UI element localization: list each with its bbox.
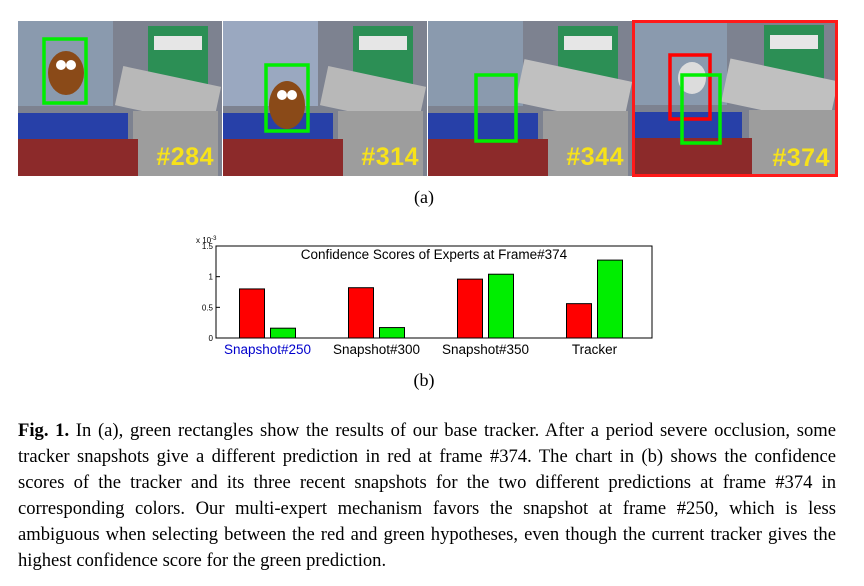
bar-green-tracker <box>597 259 623 339</box>
video-frame-374: #374 <box>632 20 838 177</box>
caption-text: In (a), green rectangles show the result… <box>18 420 836 571</box>
x-axis: Snapshot#250 Snapshot#300 Snapshot#350 Trac… <box>224 342 618 357</box>
chart-canvas: 00.511.5 Snapshot#250 Snapshot#300 Snapsho… <box>196 236 653 357</box>
confidence-chart: 0 0.5 1 1.5 Snapshot#250 Snapshot#300 Snapsho… <box>196 228 666 368</box>
panel-a-label: (a) <box>414 187 434 207</box>
frame-scene <box>223 21 427 176</box>
bar-red-snapshot-250 <box>239 288 265 339</box>
frame-number: #314 <box>361 143 419 171</box>
bar-green-snapshot-250 <box>270 327 296 339</box>
figure-caption: Fig. 1. In (a), green rectangles show th… <box>18 418 836 574</box>
x-tick-label: Snapshot#250 <box>224 342 311 357</box>
frame-number: #344 <box>566 143 624 171</box>
figure-label: Fig. 1. <box>18 420 70 441</box>
video-frame-314: #314 <box>223 21 427 176</box>
frame-scene <box>18 21 222 176</box>
bar-green-snapshot-350 <box>488 273 514 339</box>
y-tick-label: 1 <box>209 273 214 282</box>
y-tick-label: 0.5 <box>202 303 214 312</box>
frame-number: #284 <box>156 143 214 171</box>
x-tick-label: Snapshot#300 <box>333 342 420 357</box>
bar-red-snapshot-300 <box>348 287 374 339</box>
bar-green-snapshot-300 <box>379 327 405 339</box>
y-tick-label: 0 <box>209 334 214 343</box>
chart-title: Confidence Scores of Experts at Frame#37… <box>301 247 568 262</box>
x-tick-label: Snapshot#350 <box>442 342 529 357</box>
frame-scene <box>632 20 838 177</box>
bar-red-snapshot-350 <box>457 278 483 339</box>
video-frame-284: #284 <box>18 21 222 176</box>
x-tick-label: Tracker <box>572 342 618 357</box>
frame-number: #374 <box>772 144 830 172</box>
frame-highlight-border <box>632 20 838 177</box>
video-frame-344: #344 <box>428 21 632 176</box>
frame-scene <box>428 21 632 176</box>
bar-group <box>239 259 623 339</box>
y-exponent-label: x 10-3 <box>196 236 217 245</box>
bar-red-tracker <box>566 303 592 339</box>
panel-b-label: (b) <box>413 370 435 390</box>
y-tick-label: 1.5 <box>202 242 214 251</box>
y-axis: 0 0.5 1 1.5 <box>202 242 220 343</box>
